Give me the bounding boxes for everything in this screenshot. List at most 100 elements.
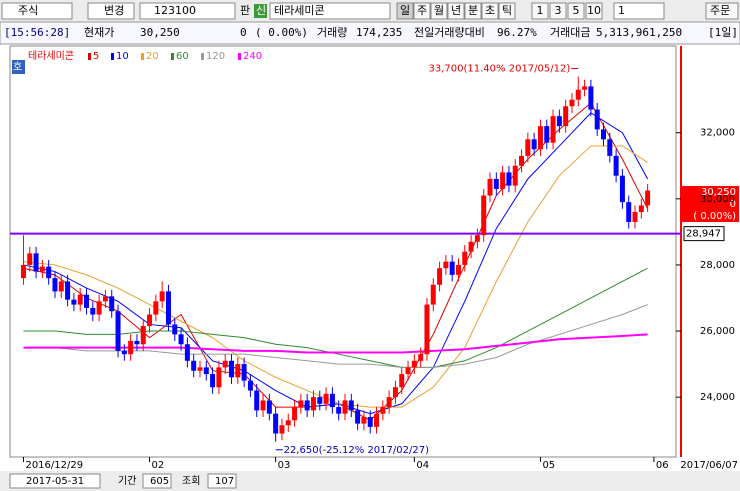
period-button[interactable] [430, 2, 448, 20]
time: [15:56:28] [4, 26, 70, 39]
plot-frame [9, 45, 677, 458]
change: 0 [240, 26, 247, 39]
candle-body [626, 202, 632, 222]
candle-body [525, 139, 531, 156]
candle-body [77, 294, 83, 305]
candle-body [140, 326, 146, 345]
x-tick-label: 06 [656, 460, 669, 471]
candle-body [222, 360, 228, 368]
period-option: 월 [434, 4, 444, 17]
price-box [682, 186, 739, 222]
market-select[interactable] [1, 2, 73, 20]
period-option: 년 [451, 4, 461, 17]
candle-body [279, 425, 285, 434]
candle-body [418, 354, 424, 361]
moving-average [23, 267, 648, 368]
candle-body [355, 410, 361, 424]
candle-body [96, 301, 102, 315]
candle-body [128, 340, 134, 355]
order-button[interactable] [705, 2, 739, 20]
candle-body [159, 291, 165, 302]
y-tick-label: 30,000 [700, 194, 735, 205]
code: 123100 [154, 4, 196, 17]
candle-body [411, 360, 417, 368]
volume: 174,235 [356, 26, 402, 39]
candle-body [380, 407, 386, 414]
x-tick-label: 04 [416, 460, 429, 471]
period-button[interactable] [464, 2, 482, 20]
candle-body [153, 301, 159, 315]
candle-body [65, 281, 71, 300]
volume-label: 거래량 [317, 26, 347, 39]
x-tick-label: 05 [542, 460, 555, 471]
market: 주식 [18, 4, 38, 17]
reference-label-box [683, 226, 725, 242]
candle-body [537, 126, 543, 150]
candle-body [468, 241, 474, 252]
candle-body [216, 367, 222, 388]
candle-body [405, 367, 411, 375]
candle-body [500, 172, 506, 189]
code-input[interactable] [139, 2, 236, 20]
period-input[interactable] [142, 473, 172, 489]
legend-swatch [141, 53, 144, 60]
candle-body [121, 350, 127, 355]
candle-body [210, 374, 216, 388]
unit-option: 3 [555, 4, 562, 17]
change-button[interactable] [87, 2, 135, 20]
date-input[interactable] [9, 473, 101, 489]
candle-body [424, 304, 430, 355]
y-tick-label: 28,000 [700, 260, 735, 271]
badge-box[interactable] [12, 60, 25, 74]
candle-body [235, 364, 241, 378]
stock-name: 테라세미콘 [274, 4, 325, 17]
period-option: 분 [468, 4, 478, 17]
candle-body [184, 344, 190, 361]
period-option: 틱 [502, 4, 512, 17]
candle-body [329, 393, 335, 408]
period-button[interactable] [481, 2, 499, 20]
unit-button[interactable] [585, 2, 603, 20]
period-button[interactable] [447, 2, 465, 20]
period-button[interactable] [413, 2, 431, 20]
candle-body [134, 340, 140, 345]
bottom-bar [0, 471, 740, 491]
candle-body [462, 251, 468, 265]
legend-label: 120 [206, 51, 225, 62]
new-badge [254, 4, 267, 18]
count-box[interactable] [613, 2, 665, 20]
unit-button[interactable] [549, 2, 567, 20]
candle-body [386, 397, 392, 408]
candle-body [563, 106, 569, 127]
candle-body [20, 264, 26, 279]
x-tick-label: 02 [152, 460, 165, 471]
candle-body [443, 261, 449, 269]
price-box-change: 0 [730, 199, 736, 210]
candle-body [569, 99, 575, 107]
candle-body [254, 390, 260, 411]
candle-body [52, 278, 58, 292]
candle-body [531, 139, 537, 150]
candle-body [273, 413, 279, 434]
legend-label: 60 [176, 51, 189, 62]
candle-body [619, 175, 625, 203]
zoom-input[interactable] [207, 473, 237, 489]
query[interactable]: 조회 [182, 475, 200, 487]
vol-ratio: 96.27% [497, 26, 537, 39]
period-button[interactable] [498, 2, 516, 20]
period-button[interactable] [396, 2, 414, 20]
candle-body [556, 116, 562, 127]
candle-body [374, 413, 380, 427]
candle-body [544, 126, 550, 143]
order: 주문 [710, 4, 730, 17]
unit-option: 1 [537, 4, 544, 17]
unit-button[interactable] [567, 2, 585, 20]
legend-swatch [111, 53, 114, 60]
bottom-period: 605 [150, 476, 169, 487]
candle-body [367, 416, 373, 427]
candle-body [90, 307, 96, 315]
low-annotation: 22,650(-25.12% 2017/02/27) [284, 445, 429, 456]
legend-label: 5 [93, 51, 99, 62]
unit-button[interactable] [531, 2, 549, 20]
count: 1 [618, 4, 625, 17]
